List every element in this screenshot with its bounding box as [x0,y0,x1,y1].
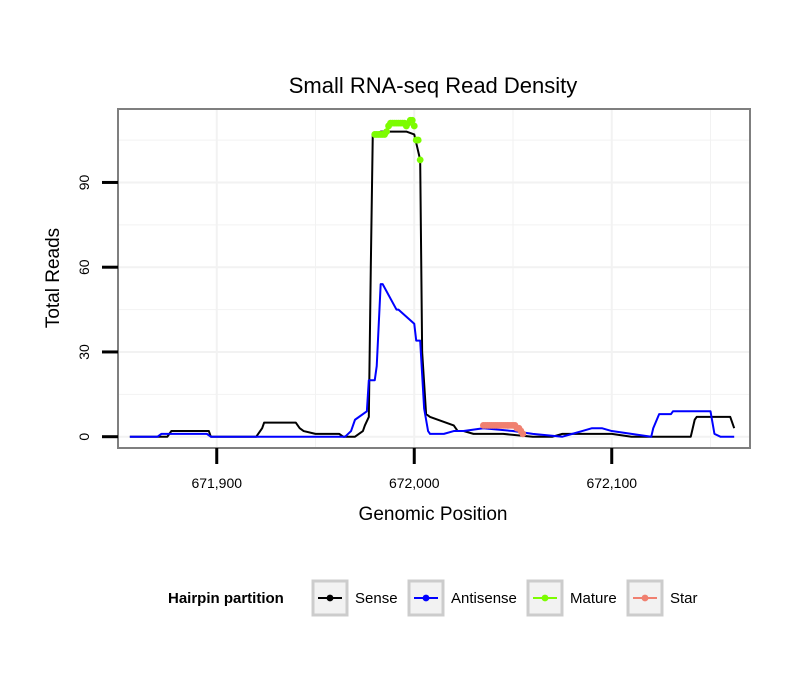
x-tick-label: 672,100 [586,475,637,491]
legend-key-point [422,594,430,602]
y-tick-label: 90 [76,174,92,190]
panel-border [117,108,751,449]
legend-label-sense: Sense [355,590,398,607]
point-mature [383,128,390,136]
y-tick-label: 30 [76,344,92,360]
point-mature [416,156,424,164]
plot-series [129,116,736,438]
point-mature [408,116,416,124]
legend-key-point [326,594,334,602]
grid [117,109,750,448]
legend-label-star: Star [670,590,698,607]
point-mature [414,136,422,144]
legend: Hairpin partition Sense Antisense Mature St… [168,579,698,617]
legend-label-mature: Mature [570,590,617,607]
point-mature [410,122,418,130]
legend-key-point [641,594,649,602]
series-line-antisense [129,283,735,438]
axes: 671,900 672,000 672,100 0 30 60 90 [76,174,637,491]
y-tick-label: 60 [76,259,92,275]
y-tick-label: 0 [76,433,92,441]
chart-title: Small RNA-seq Read Density [289,73,578,98]
x-tick-label: 672,000 [389,475,440,491]
x-tick-label: 671,900 [191,475,242,491]
legend-title: Hairpin partition [168,590,284,607]
y-axis-title: Total Reads [43,228,64,328]
point-star [519,430,527,438]
legend-key-point [541,594,549,602]
x-axis-title: Genomic Position [359,504,508,525]
legend-label-antisense: Antisense [451,590,517,607]
series-line-sense [129,130,736,438]
